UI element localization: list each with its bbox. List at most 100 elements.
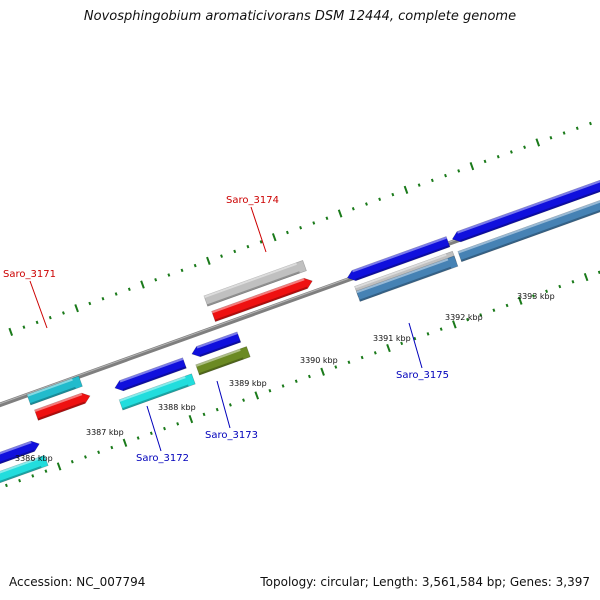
kbp-labels: 3386 kbp 3387 kbp 3388 kbp 3389 kbp 3390 kbp…: [15, 292, 555, 463]
tick-mark: [233, 249, 237, 254]
gene-shine: [0, 457, 39, 475]
tick-mark: [259, 240, 263, 244]
tick-mark: [254, 391, 260, 400]
gene-shine: [0, 441, 32, 458]
gene-shine: [203, 262, 297, 298]
tick-mark: [505, 303, 509, 308]
tick-mark: [417, 183, 421, 187]
tick-mark: [378, 197, 382, 202]
tick-mark: [110, 445, 114, 450]
gene-body: [118, 373, 196, 411]
tick-mark: [215, 407, 219, 412]
gene-shine: [119, 357, 184, 383]
tick-mark: [140, 280, 145, 289]
gene-shine: [457, 192, 600, 254]
gene-shadow: [355, 244, 450, 281]
tick-mark: [426, 332, 430, 336]
gene-label: Saro_3175: [396, 370, 449, 381]
tick-mark: [439, 327, 443, 331]
tick-mark: [334, 365, 338, 369]
gene-shadow: [0, 466, 42, 483]
tick-mark: [176, 422, 180, 426]
tick-mark: [337, 209, 343, 218]
tick-mark: [571, 280, 575, 284]
tick-mark: [360, 355, 364, 360]
tick-mark: [469, 162, 475, 171]
gene-shine: [34, 393, 83, 413]
gene-arrow: [355, 255, 459, 302]
tick-mark: [193, 263, 197, 268]
tick-mark: [84, 455, 87, 459]
tick-mark: [562, 131, 566, 135]
gene-features: [0, 171, 600, 484]
gene-shadow: [122, 384, 189, 411]
gene-shine: [119, 376, 186, 402]
gene-body: [26, 375, 83, 406]
gene-shadow: [198, 357, 244, 376]
gene-label: Saro_3172: [136, 453, 189, 464]
tick-mark: [70, 459, 74, 464]
kbp-label: 3388 kbp: [158, 403, 196, 412]
gene-arrow: [0, 454, 49, 484]
gene-body: [195, 346, 251, 376]
tick-mark: [545, 289, 549, 294]
tick-mark: [8, 327, 14, 336]
backbone-highlight: [0, 187, 600, 405]
tick-mark: [167, 273, 171, 277]
genome-backbone: [0, 186, 600, 408]
tick-mark: [496, 154, 500, 159]
tick-mark: [583, 272, 589, 282]
tick-mark: [127, 287, 131, 292]
tick-mark: [492, 308, 496, 312]
tick-mark: [479, 313, 483, 317]
gene-body: [0, 454, 49, 484]
kbp-label: 3386 kbp: [15, 454, 53, 463]
gene-arrow: [26, 375, 83, 406]
tick-mark: [483, 159, 487, 164]
tick-mark: [509, 150, 513, 154]
kbp-label: 3393 kbp: [517, 292, 555, 301]
accession: Accession: NC_007794: [9, 575, 146, 589]
tick-mark: [523, 145, 527, 149]
kbp-label: 3391 kbp: [373, 334, 411, 343]
tick-mark: [18, 478, 22, 483]
gene-body: [355, 255, 459, 302]
tick-mark: [413, 336, 417, 341]
tick-mark: [220, 254, 224, 258]
gene-arrow: [211, 277, 313, 323]
tick-mark: [373, 351, 377, 355]
gene-shadow: [206, 271, 300, 307]
tick-mark: [307, 374, 311, 379]
tick-mark: [285, 230, 289, 235]
label-leader-line: [250, 206, 267, 253]
tick-mark: [444, 173, 447, 178]
gene-body: [114, 357, 187, 392]
tick-mark: [531, 294, 535, 298]
tick-mark: [136, 436, 140, 440]
tick-mark: [97, 450, 101, 454]
label-leader-line: [216, 380, 231, 429]
tick-marks: [4, 121, 600, 488]
gene-arrow: [114, 357, 187, 392]
tick-mark: [294, 379, 298, 383]
gene-label: Saro_3171: [3, 269, 56, 280]
label-leader-line: [408, 322, 423, 369]
tick-mark: [466, 317, 469, 322]
tick-mark: [101, 296, 105, 301]
tick-mark: [271, 233, 277, 242]
gene-arrow: [457, 189, 600, 263]
gene-shine: [352, 236, 447, 273]
tick-mark: [88, 301, 92, 306]
tick-mark: [35, 320, 39, 325]
gene-body: [346, 236, 451, 282]
tick-mark: [48, 315, 52, 320]
gene-arrow: [346, 236, 451, 282]
gene-arrow: [451, 171, 600, 243]
gene-shine: [26, 378, 73, 397]
tick-mark: [44, 469, 48, 473]
tick-mark: [299, 225, 303, 230]
tick-mark: [180, 268, 184, 273]
tick-mark: [403, 185, 409, 194]
tick-mark: [351, 207, 355, 211]
